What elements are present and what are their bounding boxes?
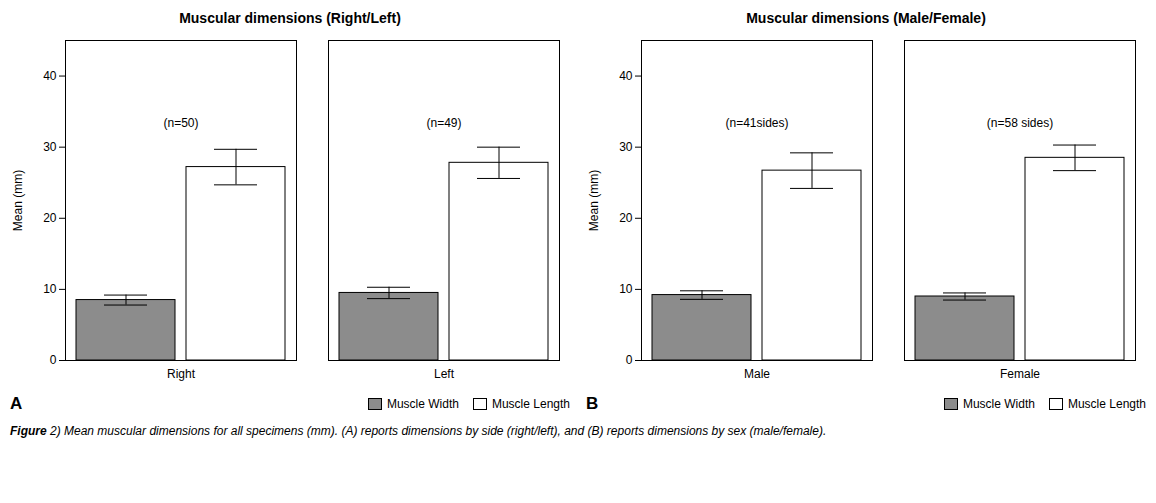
svg-text:10: 10 bbox=[619, 282, 633, 296]
svg-text:40: 40 bbox=[619, 69, 633, 83]
svg-text:20: 20 bbox=[619, 211, 633, 225]
svg-text:0: 0 bbox=[626, 353, 633, 367]
svg-text:(n=58 sides): (n=58 sides) bbox=[987, 116, 1053, 130]
svg-text:20: 20 bbox=[43, 211, 57, 225]
svg-text:30: 30 bbox=[43, 140, 57, 154]
html-text:Muscle Length: Muscle Length bbox=[492, 397, 570, 411]
svg-text:Right: Right bbox=[167, 367, 196, 381]
svg-text:40: 40 bbox=[43, 69, 57, 83]
html-text:Muscular dimensions (Male/Fema: Muscular dimensions (Male/Female) bbox=[746, 10, 986, 26]
html-text:Muscle Length: Muscle Length bbox=[1068, 397, 1146, 411]
svg-text:Mean (mm): Mean (mm) bbox=[11, 170, 25, 231]
svg-text:(n=41sides): (n=41sides) bbox=[725, 116, 788, 130]
svg-text:Female: Female bbox=[1000, 367, 1040, 381]
html-text:Muscular dimensions (Right/Lef: Muscular dimensions (Right/Left) bbox=[179, 10, 401, 26]
html-text:Figure 2) Mean muscular dimens: Figure 2) Mean muscular dimensions for a… bbox=[10, 424, 827, 438]
svg-text:Mean (mm): Mean (mm) bbox=[587, 170, 601, 231]
html-text:Muscle Width: Muscle Width bbox=[962, 397, 1035, 411]
svg-text:Left: Left bbox=[434, 367, 455, 381]
svg-text:(n=50): (n=50) bbox=[163, 116, 198, 130]
svg-text:(n=49): (n=49) bbox=[426, 116, 461, 130]
svg-text:10: 10 bbox=[43, 282, 57, 296]
html-text:Muscle Width: Muscle Width bbox=[386, 397, 459, 411]
html-text:B: B bbox=[586, 394, 599, 413]
svg-text:30: 30 bbox=[619, 140, 633, 154]
svg-text:Male: Male bbox=[744, 367, 770, 381]
html-text:A: A bbox=[10, 394, 23, 413]
svg-text:0: 0 bbox=[50, 353, 57, 367]
